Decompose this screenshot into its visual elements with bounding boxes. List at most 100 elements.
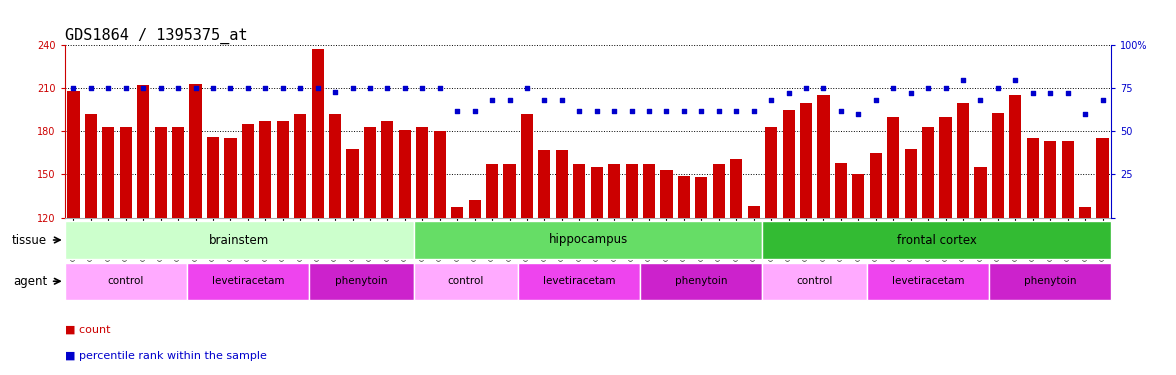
Point — [604, 108, 623, 114]
Text: phenytoin: phenytoin — [1024, 276, 1076, 286]
Point — [517, 85, 536, 91]
Bar — [626, 164, 637, 218]
Point — [901, 90, 920, 96]
Point — [430, 85, 449, 91]
Bar — [521, 114, 533, 218]
Bar — [207, 137, 219, 218]
Bar — [782, 110, 795, 218]
Bar — [120, 127, 132, 218]
Bar — [138, 85, 149, 218]
Text: tissue: tissue — [12, 234, 47, 246]
Point — [849, 111, 868, 117]
Bar — [1080, 207, 1091, 218]
Bar — [957, 102, 969, 218]
Text: levetiracetam: levetiracetam — [543, 276, 615, 286]
Bar — [416, 127, 428, 218]
Bar — [643, 164, 655, 218]
Point — [570, 108, 589, 114]
Point — [954, 76, 973, 82]
Bar — [434, 131, 446, 218]
Point — [918, 85, 937, 91]
Text: frontal cortex: frontal cortex — [897, 234, 977, 246]
Bar — [677, 176, 690, 218]
Point — [326, 88, 345, 94]
Bar — [870, 153, 882, 218]
Text: ■ count: ■ count — [65, 325, 111, 335]
Bar — [835, 163, 847, 218]
Bar — [329, 114, 341, 218]
Bar — [1027, 138, 1038, 218]
Bar — [154, 127, 167, 218]
Bar — [452, 207, 463, 218]
Point — [1058, 90, 1077, 96]
Bar — [1062, 141, 1074, 218]
Bar — [187, 262, 309, 300]
Point — [1076, 111, 1095, 117]
Point — [186, 85, 205, 91]
Point — [413, 85, 432, 91]
Bar — [867, 262, 989, 300]
Point — [377, 85, 396, 91]
Point — [64, 85, 82, 91]
Bar — [730, 159, 742, 218]
Bar — [762, 262, 867, 300]
Text: hippocampus: hippocampus — [548, 234, 628, 246]
Point — [482, 97, 501, 103]
Bar — [259, 121, 272, 218]
Point — [1023, 90, 1042, 96]
Bar — [989, 262, 1111, 300]
Point — [239, 85, 258, 91]
Point — [1005, 76, 1024, 82]
Text: phenytoin: phenytoin — [675, 276, 728, 286]
Point — [936, 85, 955, 91]
Bar — [887, 117, 900, 218]
Point — [99, 85, 118, 91]
Bar — [713, 164, 724, 218]
Point — [691, 108, 710, 114]
Bar — [991, 112, 1004, 218]
Point — [290, 85, 309, 91]
Bar — [748, 206, 760, 218]
Point — [780, 90, 799, 96]
Point — [343, 85, 362, 91]
Bar — [519, 262, 640, 300]
Point — [448, 108, 467, 114]
Bar — [399, 130, 410, 218]
Bar — [468, 200, 481, 217]
Bar — [67, 91, 80, 218]
Text: agent: agent — [13, 275, 47, 288]
Bar — [189, 84, 201, 218]
Bar — [309, 262, 414, 300]
Bar — [766, 127, 777, 218]
Point — [709, 108, 728, 114]
Bar — [102, 127, 114, 218]
Text: GDS1864 / 1395375_at: GDS1864 / 1395375_at — [65, 27, 247, 44]
Bar — [242, 124, 254, 218]
Point — [675, 108, 694, 114]
Point — [203, 85, 222, 91]
Bar — [1009, 95, 1022, 218]
Bar — [590, 167, 603, 217]
Bar — [940, 117, 951, 218]
Bar — [608, 164, 620, 218]
Bar — [65, 262, 187, 300]
Point — [727, 108, 746, 114]
Point — [587, 108, 606, 114]
Bar — [695, 177, 708, 218]
Text: levetiracetam: levetiracetam — [891, 276, 964, 286]
Bar — [347, 148, 359, 217]
Bar — [172, 127, 185, 218]
Bar — [276, 121, 289, 218]
Bar — [573, 164, 586, 218]
Point — [134, 85, 153, 91]
Bar — [486, 164, 499, 218]
Point — [395, 85, 414, 91]
Point — [152, 85, 171, 91]
Point — [168, 85, 187, 91]
Bar — [853, 174, 864, 217]
Text: brainstem: brainstem — [209, 234, 269, 246]
Point — [814, 85, 833, 91]
Bar — [225, 138, 236, 218]
Text: ■ percentile rank within the sample: ■ percentile rank within the sample — [65, 351, 267, 361]
Point — [308, 85, 327, 91]
